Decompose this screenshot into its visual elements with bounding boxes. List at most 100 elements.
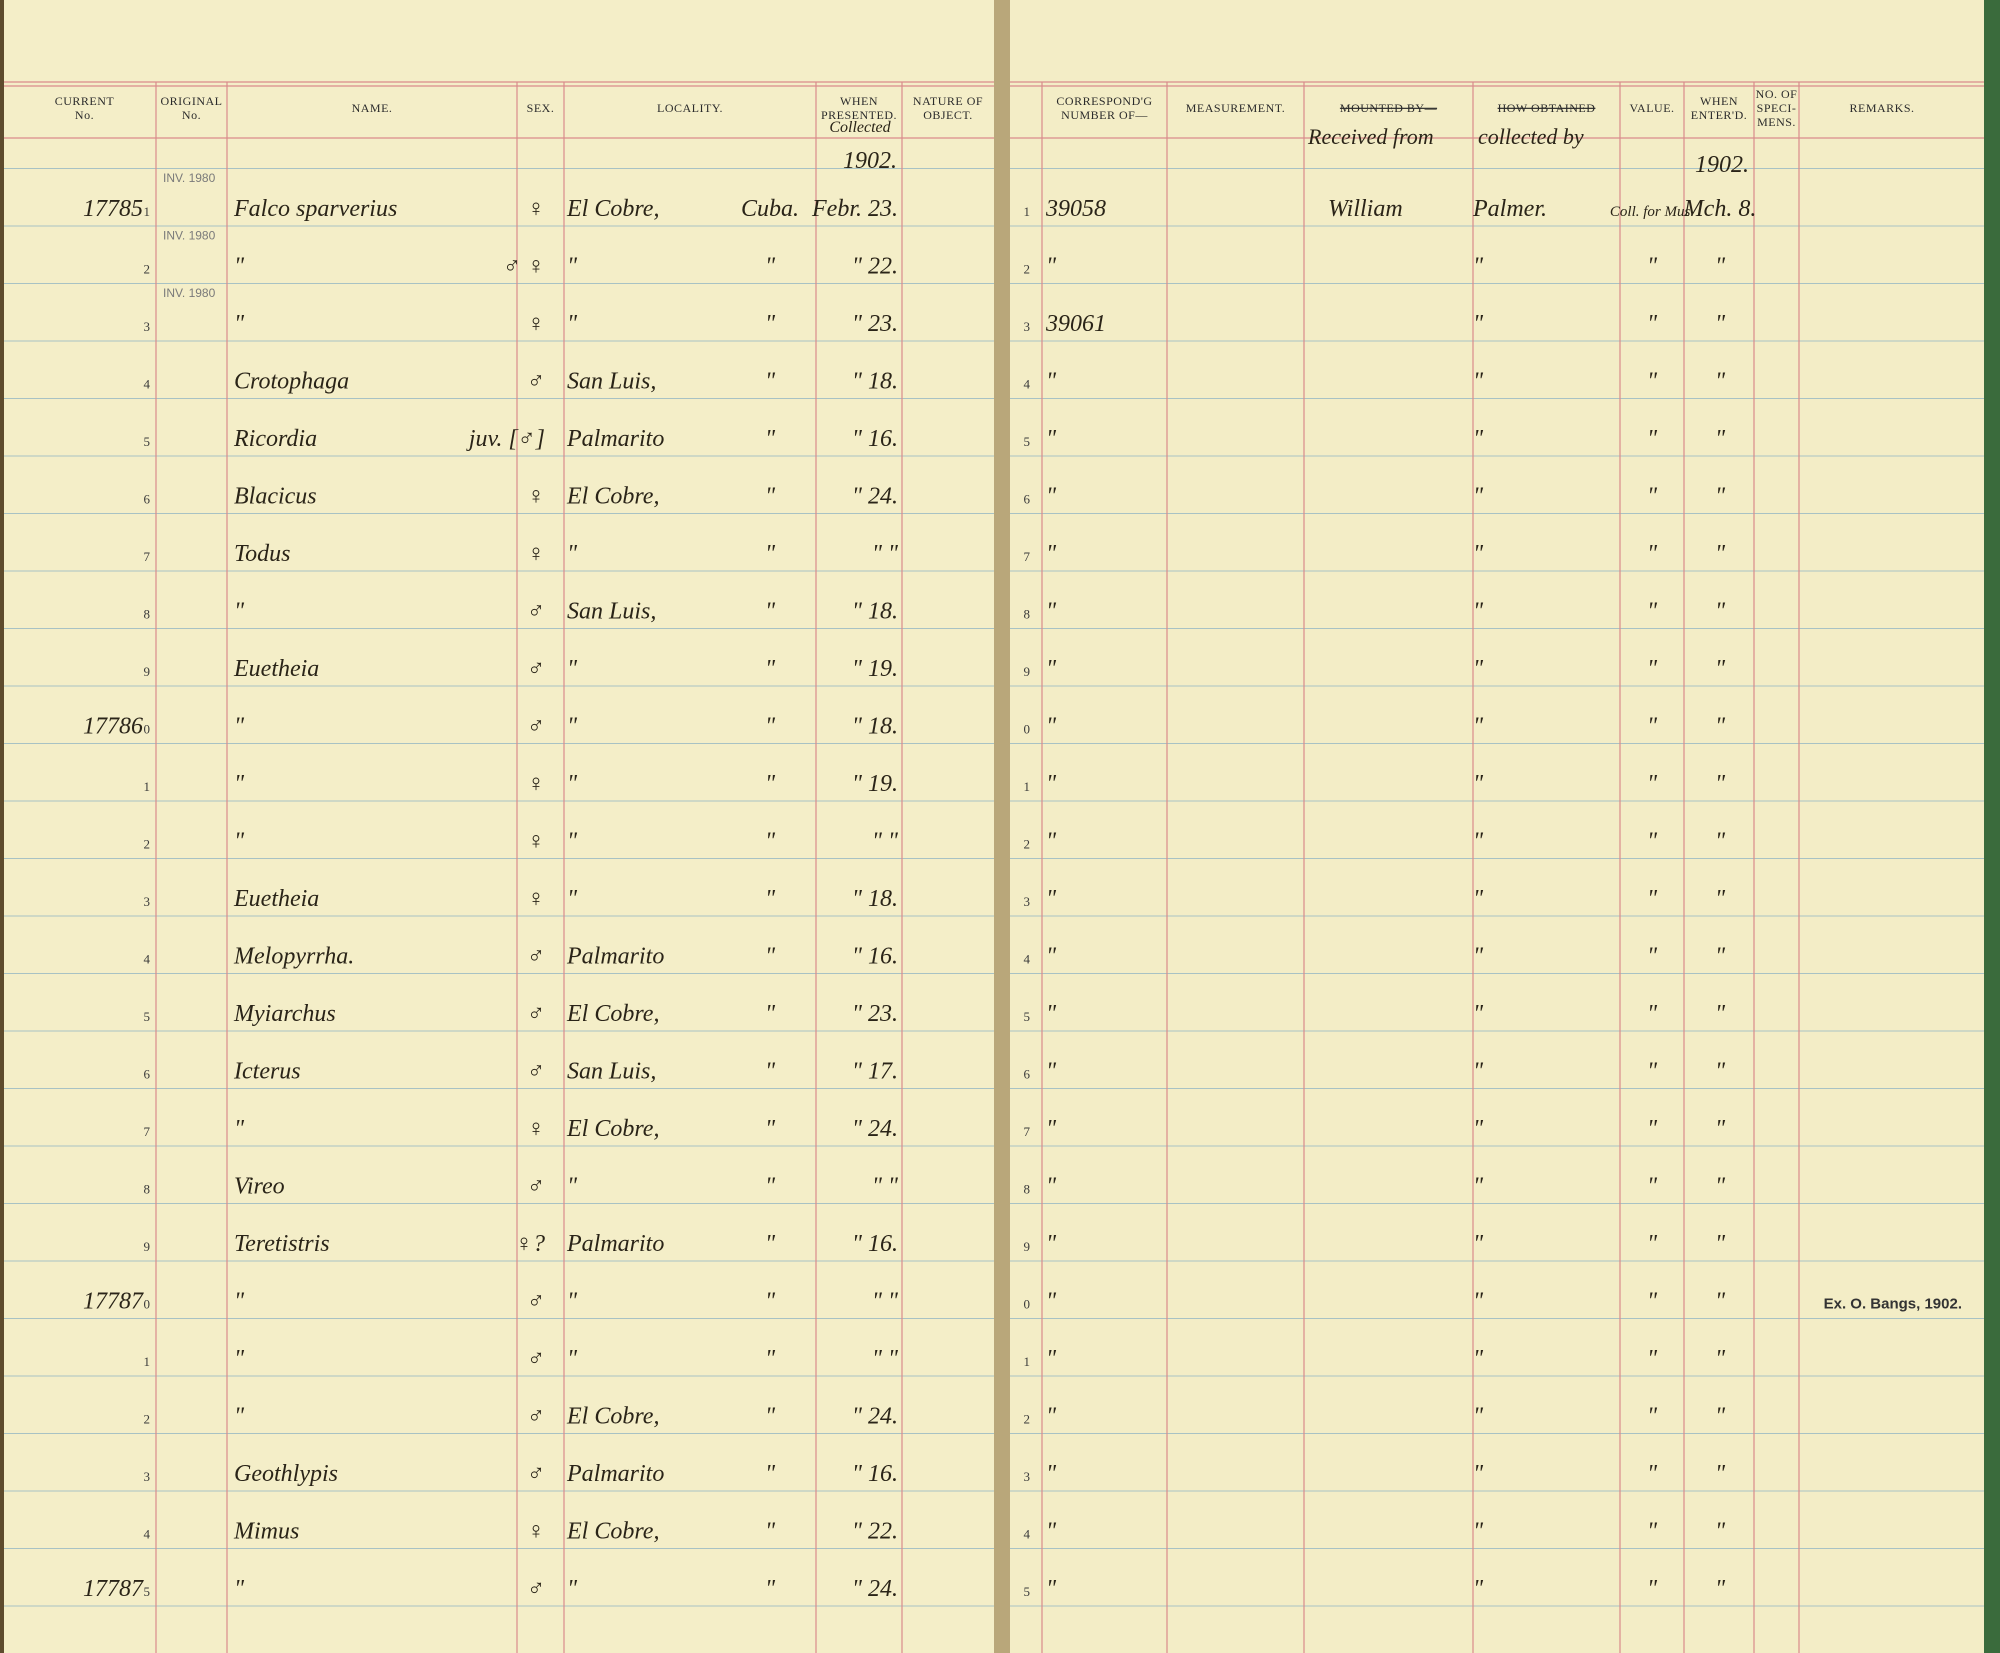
line-no: 2 (1024, 837, 1031, 852)
column-header: SPECI- (1757, 101, 1797, 115)
column-header: NAME. (352, 101, 393, 115)
value: " (1647, 1404, 1658, 1430)
line-no: 3 (1024, 894, 1031, 909)
how-obtained: " (1473, 944, 1484, 970)
value: " (1647, 1576, 1658, 1602)
line-no: 3 (1024, 1469, 1031, 1484)
line-no: 6 (1024, 1067, 1031, 1082)
date: " 16. (852, 1231, 898, 1257)
date: " " (872, 1289, 899, 1315)
handwritten-note: collected by (1478, 124, 1584, 149)
corresponding-number: " (1046, 1461, 1057, 1487)
line-no: 7 (1024, 549, 1031, 564)
line-no: 4 (144, 952, 151, 967)
date: " " (872, 1174, 899, 1200)
column-header: NUMBER OF— (1061, 108, 1148, 122)
locality: " (567, 714, 578, 740)
corresponding-number: " (1046, 656, 1057, 682)
locality: San Luis, (567, 1059, 656, 1085)
name: Myiarchus (233, 1001, 336, 1027)
country: " (765, 714, 776, 740)
line-no: 0 (1024, 1297, 1031, 1312)
when-entered: " (1715, 1461, 1726, 1487)
sex: ♂ (527, 1576, 545, 1602)
column-header: CURRENT (55, 94, 115, 108)
corresponding-number: " (1046, 484, 1057, 510)
name: " (234, 1576, 245, 1602)
date: " 19. (852, 771, 898, 797)
line-no: 0 (1024, 722, 1031, 737)
when-entered: " (1715, 311, 1726, 337)
sex: ♂ (527, 1289, 545, 1315)
column-header: MEASUREMENT. (1186, 101, 1285, 115)
corresponding-number: " (1046, 1289, 1057, 1315)
corresponding-number: " (1046, 426, 1057, 452)
country: " (765, 1346, 776, 1372)
sex: ♀ (527, 541, 545, 567)
when-entered: " (1715, 1231, 1726, 1257)
value: " (1647, 1346, 1658, 1372)
locality: " (567, 541, 578, 567)
line-no: 2 (1024, 262, 1031, 277)
how-obtained: " (1473, 886, 1484, 912)
value: " (1647, 771, 1658, 797)
locality: El Cobre, (566, 1404, 659, 1430)
column-header: No. (182, 108, 201, 122)
line-no: 4 (144, 1527, 151, 1542)
name: " (234, 829, 245, 855)
corresponding-number: " (1046, 944, 1057, 970)
date: " 24. (852, 1116, 898, 1142)
value: Coll. for Mus. (1610, 204, 1694, 220)
name: Teretistris (234, 1231, 330, 1257)
when-entered: " (1715, 1001, 1726, 1027)
column-header: PRESENTED. (821, 108, 897, 122)
date: " 24. (852, 1404, 898, 1430)
name: " (234, 1404, 245, 1430)
value: " (1647, 1059, 1658, 1085)
column-header: ENTER'D. (1691, 108, 1748, 122)
corresponding-number: " (1046, 1116, 1057, 1142)
name: Geothlypis (234, 1461, 338, 1487)
column-header: No. (75, 108, 94, 122)
left-page (4, 0, 1000, 1653)
remarks: Ex. O. Bangs, 1902. (1824, 1296, 1962, 1313)
date: " 23. (852, 1001, 898, 1027)
date: " 24. (852, 1576, 898, 1602)
line-no: 8 (1024, 607, 1031, 622)
value: " (1647, 484, 1658, 510)
sex: ♂ (527, 944, 545, 970)
how-obtained: " (1473, 484, 1484, 510)
value: " (1647, 944, 1658, 970)
value: " (1647, 886, 1658, 912)
name: Icterus (233, 1059, 301, 1085)
name: " (234, 714, 245, 740)
column-header: NO. OF (1756, 87, 1798, 101)
name: Todus (234, 541, 290, 567)
date: " 18. (852, 886, 898, 912)
sex: ♂ (527, 714, 545, 740)
corresponding-number: " (1046, 369, 1057, 395)
how-obtained: " (1473, 829, 1484, 855)
name: " (234, 1116, 245, 1142)
locality: " (567, 254, 578, 280)
line-no: 1 (1024, 204, 1031, 219)
corresponding-number: " (1046, 1174, 1057, 1200)
how-obtained: " (1473, 1289, 1484, 1315)
locality: " (567, 1174, 578, 1200)
sex: ♀ (527, 829, 545, 855)
country: " (765, 541, 776, 567)
corresponding-number: 39061 (1045, 311, 1106, 337)
date: " 16. (852, 944, 898, 970)
line-no: 8 (144, 607, 151, 622)
value: " (1647, 714, 1658, 740)
column-header: OBJECT. (923, 108, 973, 122)
name: Melopyrrha. (233, 944, 354, 970)
locality: El Cobre, (566, 1116, 659, 1142)
when-entered: " (1715, 771, 1726, 797)
country: " (765, 599, 776, 625)
line-no: 1 (1024, 779, 1031, 794)
line-no: 7 (144, 1124, 151, 1139)
locality: " (567, 1346, 578, 1372)
line-no: 1 (144, 1354, 151, 1369)
how-obtained: " (1473, 369, 1484, 395)
